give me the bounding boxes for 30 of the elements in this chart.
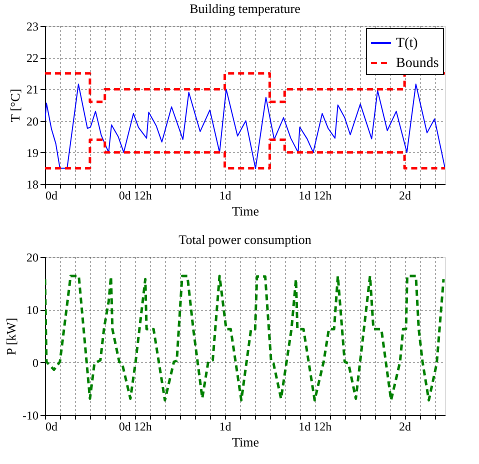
y-tick-label: 10 [26, 303, 38, 318]
y-tick-label: 19 [26, 146, 38, 160]
x-tick-label: 2d [399, 188, 412, 202]
x-tick-label: 1d 12h [298, 420, 332, 434]
x-tick-label: 1d [219, 420, 232, 434]
x-tick-label: 2d [399, 420, 412, 434]
x-tick-label: 0d [46, 188, 58, 202]
y-tick-label: -10 [22, 408, 38, 422]
y-tick-label: 21 [26, 82, 38, 97]
chart-title: Total power consumption [178, 232, 312, 247]
chart-title: Building temperature [190, 1, 301, 16]
y-tick-label: 0 [32, 356, 38, 370]
y-tick-label: 20 [26, 114, 38, 128]
x-tick-label: 0d [46, 420, 58, 434]
legend-label: T(t) [396, 36, 418, 51]
x-axis-title: Time [232, 434, 260, 450]
legend-label: Bounds [396, 56, 439, 71]
x-tick-label: 0d 12h [118, 420, 152, 434]
y-tick-label: 23 [26, 20, 38, 34]
y-tick-label: 22 [26, 51, 38, 66]
x-tick-label: 1d 12h [298, 188, 332, 202]
x-axis-title: Time [232, 204, 260, 218]
x-tick-label: 0d 12h [118, 188, 152, 202]
y-axis-title: P [kW] [4, 318, 19, 356]
y-tick-label: 18 [26, 178, 38, 192]
y-axis-title: T [°C] [8, 88, 22, 122]
x-tick-label: 1d [219, 188, 232, 202]
line-series [45, 274, 445, 402]
y-tick-label: 20 [26, 250, 38, 264]
line-series [45, 84, 445, 170]
